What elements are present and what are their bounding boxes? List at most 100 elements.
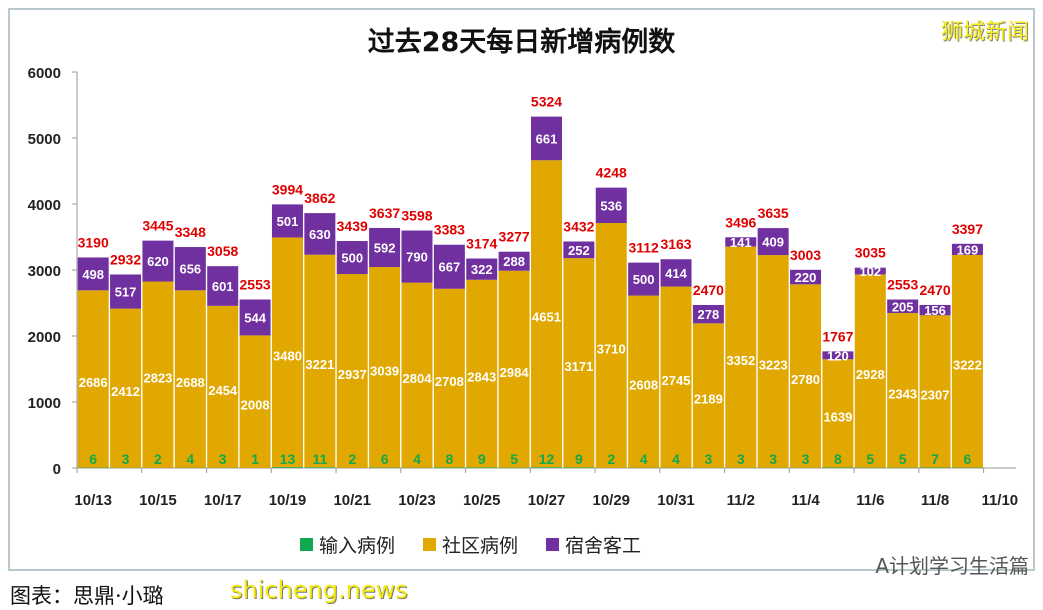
x-tick-label: 11/10 — [981, 492, 1018, 509]
bar-dorm — [660, 259, 692, 287]
bar-community — [466, 279, 498, 468]
data-label-community: 2804 — [403, 371, 433, 386]
x-tick-label: 10/27 — [528, 492, 566, 509]
x-tick-label: 10/21 — [333, 492, 371, 509]
data-label-imported: 2 — [154, 451, 162, 467]
bar-dorm — [531, 116, 562, 161]
data-label-dorm: 220 — [795, 270, 817, 285]
bar-community — [725, 246, 757, 468]
data-label-total: 3397 — [952, 221, 983, 237]
bar-imported — [466, 467, 498, 468]
bar-dorm — [854, 267, 886, 275]
bar-dorm — [628, 262, 660, 296]
data-label-community: 3480 — [273, 348, 302, 363]
bar-community — [304, 254, 336, 468]
data-label-imported: 5 — [899, 451, 907, 467]
bar-community — [207, 305, 239, 468]
bar-community — [369, 267, 401, 468]
legend-item-dorm: 宿舍客工 — [546, 531, 641, 558]
bar-community — [790, 284, 822, 468]
data-label-total: 2470 — [693, 282, 724, 298]
data-label-dorm: 169 — [957, 242, 979, 257]
data-label-dorm: 592 — [374, 240, 396, 255]
bar-dorm — [142, 240, 174, 282]
data-label-community: 2823 — [143, 371, 172, 386]
data-label-total: 3003 — [790, 247, 821, 263]
data-label-total: 2932 — [110, 251, 141, 267]
data-label-imported: 12 — [539, 451, 555, 467]
data-label-community: 2843 — [467, 370, 496, 385]
data-label-community: 2688 — [176, 375, 205, 390]
data-label-total: 5324 — [531, 94, 562, 110]
data-label-dorm: 661 — [536, 131, 558, 146]
data-label-total: 3432 — [563, 218, 594, 234]
x-tick-label: 10/29 — [592, 492, 630, 509]
data-label-total: 4248 — [596, 165, 627, 181]
data-label-dorm: 630 — [309, 227, 331, 242]
data-label-community: 2008 — [241, 398, 270, 413]
data-label-total: 3348 — [175, 224, 206, 240]
data-label-dorm: 278 — [698, 307, 720, 322]
data-label-community: 2937 — [338, 367, 367, 382]
data-label-community: 3171 — [564, 359, 593, 374]
data-label-total: 3058 — [207, 243, 238, 259]
data-label-imported: 6 — [89, 451, 97, 467]
bar-dorm — [304, 213, 336, 255]
y-tick-label: 3000 — [28, 263, 61, 280]
data-label-total: 3163 — [660, 236, 691, 252]
bar-imported — [563, 467, 595, 468]
data-label-total: 3439 — [337, 218, 368, 234]
bar-community — [401, 282, 433, 468]
data-label-imported: 7 — [931, 451, 939, 467]
data-label-total: 3174 — [466, 236, 497, 252]
brand-watermark: 狮城新闻 — [940, 20, 1029, 45]
x-tick-label: 10/31 — [657, 492, 695, 509]
bar-community — [660, 286, 692, 468]
data-label-imported: 4 — [413, 451, 421, 467]
data-label-community: 2343 — [888, 386, 917, 401]
legend: 输入病例 社区病例 宿舍客工 — [300, 531, 641, 558]
data-label-dorm: 252 — [568, 243, 590, 258]
x-tick-label: 10/15 — [139, 492, 177, 509]
data-label-dorm: 620 — [147, 254, 169, 269]
data-label-community: 2307 — [921, 387, 950, 402]
data-label-community: 2984 — [500, 365, 530, 380]
data-label-dorm: 409 — [762, 235, 784, 250]
bar-dorm — [466, 258, 498, 280]
data-label-community: 3710 — [597, 341, 626, 356]
data-label-dorm: 501 — [277, 214, 299, 229]
bar-community — [271, 237, 303, 468]
bar-imported — [304, 467, 336, 468]
data-label-community: 3352 — [726, 353, 755, 368]
bar-community — [433, 288, 465, 468]
legend-label: 宿舍客工 — [565, 535, 642, 557]
data-label-dorm: 120 — [827, 348, 849, 363]
legend-item-community: 社区病例 — [423, 531, 518, 558]
bar-dorm — [692, 304, 724, 324]
caption: 图表：思鼎·小璐 — [10, 584, 164, 608]
bar-community — [336, 274, 368, 468]
data-label-total: 3496 — [725, 214, 756, 230]
bar-community — [563, 258, 595, 468]
data-label-community: 2412 — [111, 384, 140, 399]
data-label-dorm: 102 — [859, 264, 881, 279]
data-label-total: 2470 — [919, 282, 950, 298]
data-label-total: 3994 — [272, 181, 303, 197]
data-label-dorm: 517 — [115, 285, 137, 300]
bar-dorm — [790, 269, 822, 285]
data-label-dorm: 156 — [924, 303, 946, 318]
data-label-imported: 9 — [575, 451, 583, 467]
data-label-total: 1767 — [822, 328, 853, 344]
bar-community — [628, 295, 660, 468]
bar-dorm — [757, 228, 789, 256]
data-label-imported: 8 — [445, 451, 453, 467]
legend-swatch — [300, 538, 313, 551]
bar-dorm — [951, 243, 983, 255]
bar-community — [887, 313, 919, 468]
data-label-community: 2454 — [208, 383, 238, 398]
data-label-community: 2708 — [435, 374, 464, 389]
bar-imported — [531, 467, 562, 468]
legend-item-imported: 输入病例 — [300, 531, 395, 558]
bar-community — [77, 290, 109, 468]
data-label-dorm: 288 — [503, 254, 525, 269]
